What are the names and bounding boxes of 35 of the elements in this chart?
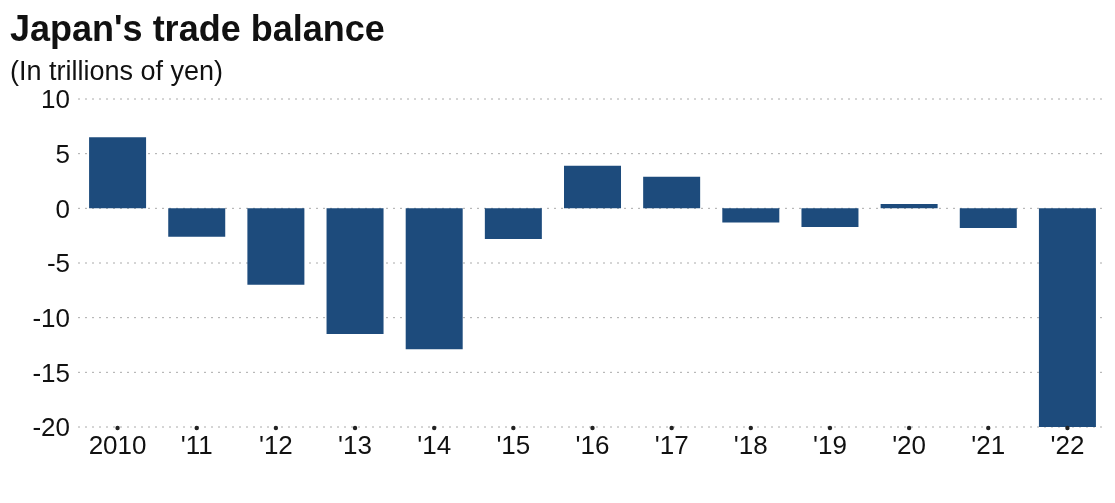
bar — [801, 208, 859, 227]
bar — [247, 208, 305, 285]
bar — [1038, 208, 1096, 427]
x-tick-label: '15 — [496, 430, 531, 460]
bar — [405, 208, 463, 350]
y-tick-label: -5 — [46, 248, 70, 279]
bar — [484, 208, 542, 239]
x-tick-label: '13 — [338, 430, 372, 460]
chart-subtitle: (In trillions of yen) — [10, 56, 225, 87]
bar — [168, 208, 226, 237]
bar — [880, 203, 938, 209]
bar — [643, 176, 701, 209]
bar — [722, 208, 780, 223]
y-tick-label: -15 — [32, 357, 70, 388]
y-tick-label: -10 — [32, 302, 70, 333]
x-tick-label: '17 — [654, 430, 689, 460]
bar — [564, 165, 621, 209]
x-tick-label: '19 — [813, 430, 847, 460]
y-tick-label: -20 — [32, 412, 70, 443]
x-tick-label: '20 — [892, 430, 927, 460]
x-tick-label: '21 — [971, 430, 1006, 460]
bar — [89, 137, 147, 209]
bar — [326, 208, 384, 335]
x-tick-label: '22 — [1050, 430, 1085, 460]
x-tick-label: '16 — [575, 430, 610, 460]
y-tick-label: 10 — [41, 84, 70, 115]
y-tick-label: 5 — [55, 138, 70, 169]
x-tick-label: '12 — [258, 430, 293, 460]
x-tick-label: 2010 — [88, 430, 147, 460]
x-tick-label: '14 — [417, 430, 452, 460]
y-tick-label: 0 — [55, 193, 70, 224]
chart-title: Japan's trade balance — [10, 8, 386, 50]
x-tick-label: '18 — [733, 430, 768, 460]
x-tick-label: '11 — [180, 430, 213, 460]
bar — [959, 208, 1017, 229]
